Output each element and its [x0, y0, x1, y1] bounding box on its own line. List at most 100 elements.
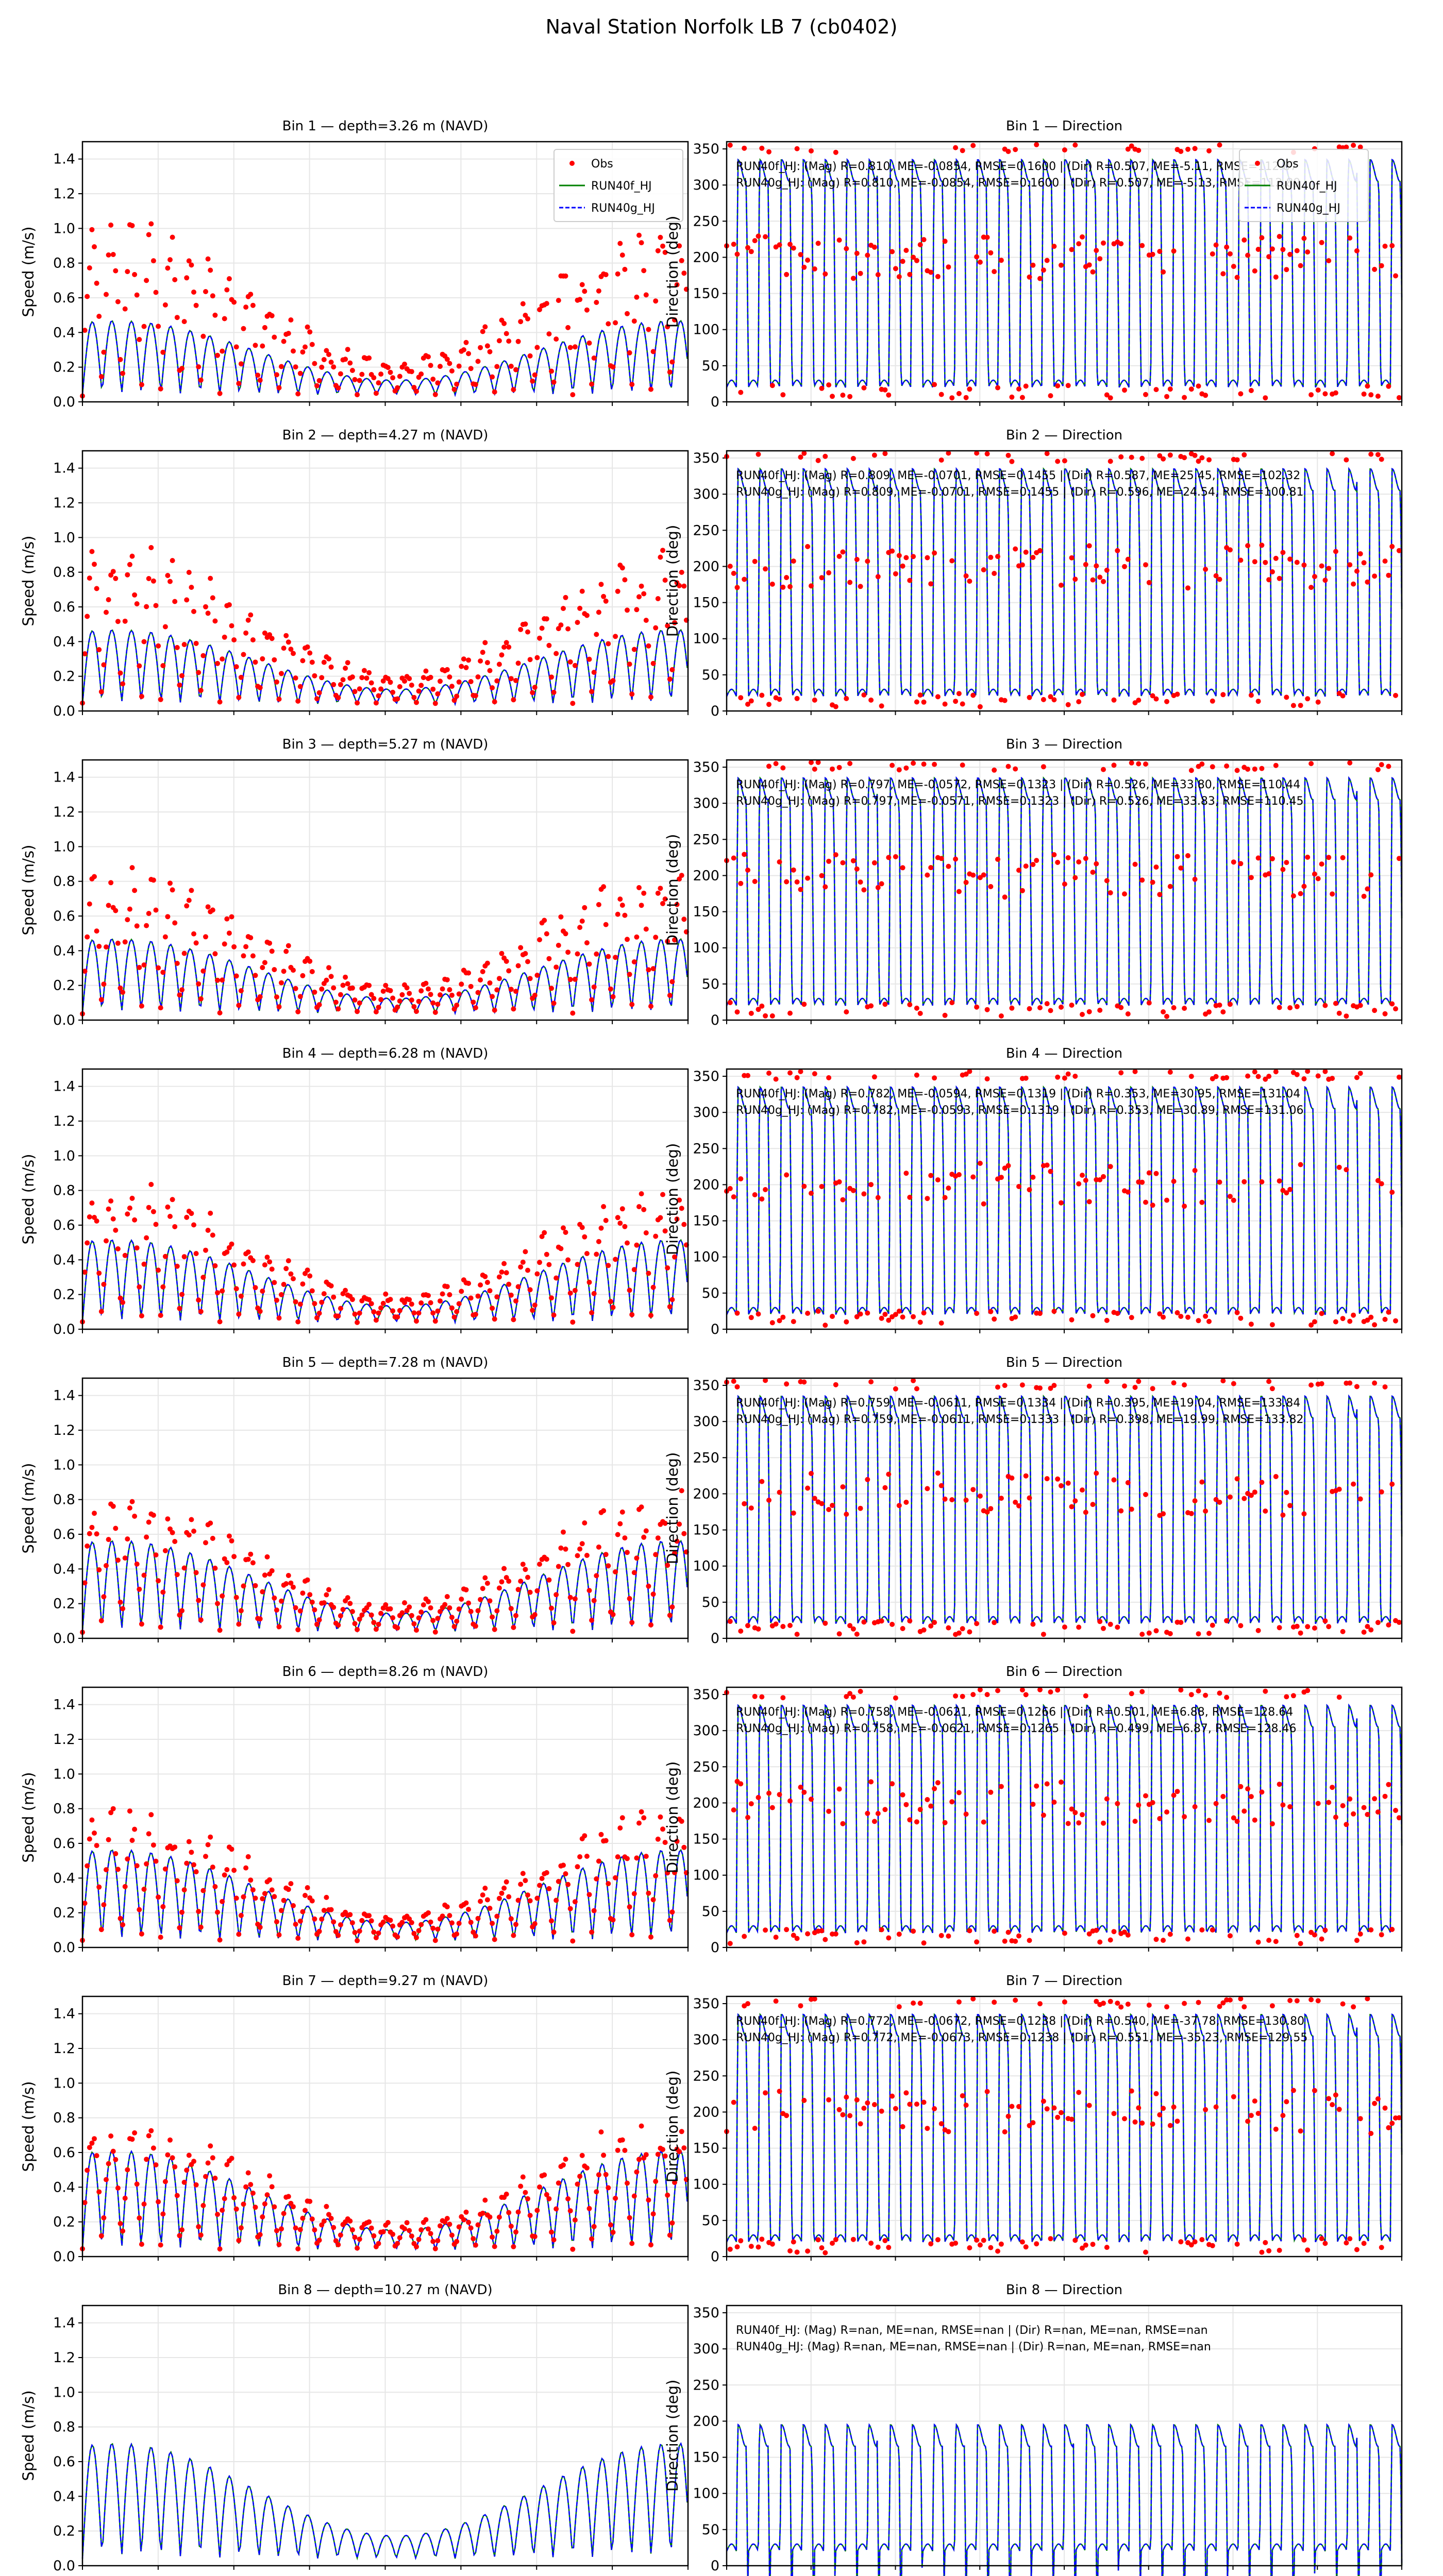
obs-point [1122, 1929, 1127, 1935]
obs-point [1368, 1314, 1374, 1320]
obs-point [601, 2153, 607, 2158]
obs-point [148, 1182, 154, 1187]
stats-annotation: RUN40f_HJ: (Mag) R=nan, ME=nan, RMSE=nan… [736, 2324, 1208, 2337]
obs-point [1382, 1384, 1388, 1389]
obs-point [847, 1691, 853, 1697]
obs-point [928, 865, 934, 870]
obs-point [677, 1197, 682, 1203]
speed-axes-frame [81, 2304, 689, 2567]
obs-point [241, 2201, 246, 2207]
obs-point [158, 1005, 163, 1011]
obs-point [1104, 2245, 1110, 2250]
obs-point [879, 1927, 884, 1933]
obs-point [87, 901, 92, 907]
obs-point [850, 455, 856, 461]
obs-point [177, 682, 182, 688]
obs-point [942, 1820, 948, 1825]
obs-point [359, 675, 365, 681]
bin-5-row: Bin 5 — depth=7.28 m (NAVD)0.00.20.40.60… [20, 1355, 1403, 1647]
obs-point [1090, 870, 1096, 875]
obs-point [1027, 1006, 1032, 1011]
obs-point [594, 2189, 599, 2195]
obs-point [1372, 2100, 1378, 2106]
obs-point [1231, 1381, 1236, 1386]
obs-point [331, 364, 337, 370]
obs-point [1062, 882, 1067, 887]
obs-point [567, 659, 573, 665]
obs-point [504, 1575, 509, 1580]
obs-point [579, 282, 585, 287]
obs-point [763, 1378, 768, 1383]
y-tick-label: 300 [693, 1414, 719, 1430]
obs-point [1146, 1630, 1152, 1636]
obs-point [596, 1544, 601, 1550]
obs-point [850, 1188, 856, 1193]
obs-point [449, 368, 455, 374]
obs-point [82, 1269, 88, 1275]
obs-point [763, 1927, 768, 1933]
obs-point [907, 272, 913, 277]
y-tick-label: 50 [702, 2213, 719, 2229]
obs-point [447, 1292, 452, 1297]
obs-point [316, 378, 322, 383]
obs-point [1227, 1194, 1233, 1199]
obs-point [87, 2145, 92, 2150]
obs-point [1104, 878, 1110, 884]
obs-point [1059, 1483, 1064, 1488]
obs-point [1182, 395, 1187, 400]
obs-point [174, 1878, 180, 1884]
obs-point [658, 234, 663, 240]
obs-point [1118, 454, 1124, 460]
obs-point [184, 1214, 190, 1220]
obs-point [303, 2208, 308, 2213]
obs-point [371, 375, 377, 381]
obs-point [1287, 1005, 1293, 1011]
obs-point [738, 1176, 744, 1182]
obs-point [527, 1898, 533, 1904]
obs-point [646, 327, 651, 332]
obs-point [921, 1310, 927, 1316]
obs-point [1143, 761, 1148, 767]
obs-point [1019, 2239, 1025, 2245]
y-axis-label: Direction (deg) [664, 834, 681, 946]
y-tick-label: 150 [693, 1213, 719, 1229]
obs-point [1083, 856, 1088, 861]
obs-point [167, 1214, 173, 1219]
obs-point [250, 1560, 256, 1566]
obs-point [1290, 1693, 1296, 1699]
obs-point [766, 149, 771, 155]
obs-point [1344, 2240, 1349, 2246]
obs-point [120, 681, 126, 687]
y-tick-label: 0 [711, 1940, 719, 1956]
obs-point [769, 2241, 775, 2247]
obs-point [766, 702, 771, 707]
obs-point [787, 2248, 793, 2253]
obs-point [267, 1259, 273, 1265]
obs-point [94, 928, 99, 934]
obs-point [1305, 696, 1311, 702]
obs-point [404, 2220, 410, 2226]
obs-point [787, 1623, 793, 1628]
obs-point [132, 1826, 138, 1832]
obs-point [809, 1471, 814, 1476]
obs-point [492, 1626, 497, 1632]
obs-point [752, 558, 758, 564]
obs-point [805, 544, 811, 549]
obs-point [780, 765, 786, 771]
obs-point [1206, 1818, 1212, 1823]
obs-point [1199, 1199, 1205, 1205]
obs-point [653, 1233, 659, 1239]
obs-point [563, 1546, 568, 1552]
obs-point [366, 1297, 372, 1302]
obs-point [622, 577, 628, 583]
obs-point [567, 345, 573, 350]
obs-point [319, 675, 325, 681]
obs-point [1164, 2004, 1169, 2010]
y-tick-label: 350 [693, 1378, 719, 1394]
obs-point [823, 1323, 828, 1328]
obs-point [274, 1919, 279, 1925]
series-run40g-speed [81, 319, 688, 397]
obs-point [215, 1601, 220, 1606]
obs-point [1055, 459, 1061, 464]
obs-point [1266, 1938, 1272, 1943]
